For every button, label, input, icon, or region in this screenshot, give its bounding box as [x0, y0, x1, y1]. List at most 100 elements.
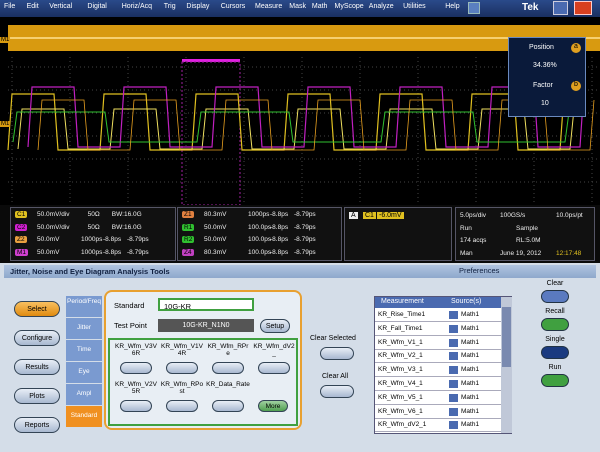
- clear-all-button[interactable]: [320, 385, 354, 398]
- measurement-button[interactable]: [212, 400, 244, 412]
- zoom-overlay[interactable]: Position a 34.36% Factor b 10: [508, 37, 586, 117]
- source-arrow[interactable]: [449, 324, 458, 333]
- table-row: [375, 323, 501, 336]
- status-value: 50.0mV/div: [37, 211, 70, 218]
- position-knob: a: [571, 43, 581, 53]
- column-header: Measurement: [381, 298, 424, 305]
- menu-bar: File Edit Vertical Digital Horiz/Acq Trig Disp…: [0, 0, 600, 17]
- menu-item[interactable]: Cursors: [220, 3, 246, 10]
- measurement-button[interactable]: [166, 362, 198, 374]
- tab[interactable]: Jitter: [66, 318, 102, 339]
- nav-button[interactable]: Reports: [14, 417, 60, 433]
- menu-item[interactable]: Measure: [255, 3, 283, 10]
- waveform-display: M1 M1 Position a 34.36% Factor b 10: [0, 17, 600, 206]
- status-value: -8.79ps: [127, 248, 149, 256]
- menu-item[interactable]: Math: [311, 3, 328, 10]
- measurement-name[interactable]: KR_Fall_Time1: [378, 324, 423, 332]
- control-button[interactable]: [541, 318, 569, 331]
- more-button[interactable]: More: [258, 400, 288, 412]
- panel-title: Jitter, Noise and Eye Diagram Analysis T…: [10, 267, 170, 276]
- position-value: 34.36%: [533, 62, 557, 69]
- measurement-name[interactable]: KR_Wfm_V4_1: [378, 380, 423, 387]
- source-name: Math1: [461, 311, 480, 318]
- close-button[interactable]: [574, 1, 592, 15]
- menu-item[interactable]: File: [4, 3, 16, 10]
- measurement-name[interactable]: KR_Wfm_dV2_1: [378, 421, 427, 429]
- menu-item[interactable]: Help: [445, 3, 460, 10]
- status-value: -8.8ps: [270, 236, 289, 243]
- status-value: -8.79ps: [294, 223, 316, 231]
- channel-badge: C1: [15, 211, 28, 218]
- menu-item[interactable]: Digital: [87, 3, 107, 10]
- status-value: 1000ps: [81, 248, 103, 256]
- tab[interactable]: Period/Freq: [66, 296, 102, 317]
- nav-button[interactable]: Select: [14, 301, 60, 317]
- source-arrow[interactable]: [449, 407, 458, 416]
- source-arrow[interactable]: [449, 421, 458, 430]
- menu-item[interactable]: Vertical: [49, 3, 73, 10]
- measurement-button[interactable]: [258, 362, 290, 374]
- channel-badge: Z1: [182, 211, 194, 218]
- nav-button[interactable]: Results: [14, 359, 60, 375]
- menu-dropdown[interactable]: [467, 2, 480, 14]
- source-name: Math1: [461, 421, 480, 429]
- tab[interactable]: Time: [66, 340, 102, 361]
- source-arrow[interactable]: [449, 380, 458, 388]
- menu-item[interactable]: Utilities: [403, 3, 426, 10]
- source-arrow[interactable]: [449, 393, 458, 402]
- measurement-name[interactable]: KR_Wfm_V5_1: [378, 393, 423, 401]
- tab[interactable]: Eye: [66, 362, 102, 383]
- preferences-button[interactable]: Preferences: [459, 266, 500, 275]
- test-point-label: Test Point: [114, 321, 147, 330]
- source-arrow[interactable]: [449, 352, 458, 361]
- trace: [27, 86, 585, 148]
- standard-dropdown[interactable]: 10G-KR: [158, 298, 254, 311]
- source-arrow[interactable]: [449, 366, 458, 375]
- measurement-name[interactable]: KR_Wfm_V3_1: [378, 366, 423, 374]
- clear-selected-button[interactable]: [320, 347, 354, 360]
- brand: Tek: [522, 2, 539, 13]
- menu-item[interactable]: Analyze: [368, 3, 394, 10]
- tab[interactable]: Ampl: [66, 384, 102, 405]
- acq-field: 100GS/s: [500, 212, 526, 219]
- channel-badge: Z2: [15, 236, 27, 243]
- menu-item[interactable]: Horiz/Acq: [121, 3, 153, 10]
- menu-item[interactable]: MyScope: [334, 3, 364, 10]
- tab[interactable]: Standard: [66, 406, 102, 427]
- measurement-button[interactable]: [120, 362, 152, 374]
- measurement-name[interactable]: KR_Wfm_V1_1: [378, 338, 423, 346]
- measurement-name[interactable]: KR_Rise_Time1: [378, 311, 426, 318]
- nav-button[interactable]: Configure: [14, 330, 60, 346]
- control-button[interactable]: [541, 346, 569, 359]
- control-button[interactable]: [541, 374, 569, 387]
- measurement-name[interactable]: KR_Wfm_V2_1: [378, 352, 423, 360]
- menu-item[interactable]: Edit: [26, 3, 39, 10]
- menu-item[interactable]: Display: [186, 3, 210, 10]
- acq-field: RL:5.0M: [516, 237, 541, 244]
- nav-button[interactable]: Plots: [14, 388, 60, 404]
- measurement-button[interactable]: [212, 362, 244, 374]
- channel-badge: Z4: [182, 248, 194, 256]
- minimize-button[interactable]: [553, 1, 568, 15]
- panel-title-bar: Jitter, Noise and Eye Diagram Analysis T…: [4, 265, 596, 278]
- setup-button[interactable]: Setup: [260, 319, 290, 333]
- measurement-name[interactable]: KR_Wfm_V6_1: [378, 407, 423, 415]
- control-label: Recall: [545, 308, 565, 315]
- source-arrow[interactable]: [449, 311, 458, 319]
- source-name: Math1: [461, 407, 480, 415]
- table-row: [375, 364, 501, 378]
- menu-item[interactable]: Mask: [289, 3, 307, 10]
- status-value: 100.0ps: [248, 248, 272, 256]
- factor-knob: b: [571, 81, 581, 91]
- test-point-value: 10G-KR_N1N0: [158, 319, 254, 332]
- acq-field: 174 acqs: [460, 237, 487, 244]
- measurement-button[interactable]: [166, 400, 198, 412]
- status-value: 50Ω: [87, 211, 100, 218]
- source-arrow[interactable]: [449, 338, 458, 347]
- measurement-button[interactable]: [120, 400, 152, 412]
- trace: [37, 99, 595, 151]
- trigger-field: C1: [363, 212, 376, 219]
- control-button[interactable]: [541, 290, 569, 303]
- menu-item[interactable]: Trig: [163, 3, 176, 10]
- status-value: -8.79ps: [294, 248, 316, 256]
